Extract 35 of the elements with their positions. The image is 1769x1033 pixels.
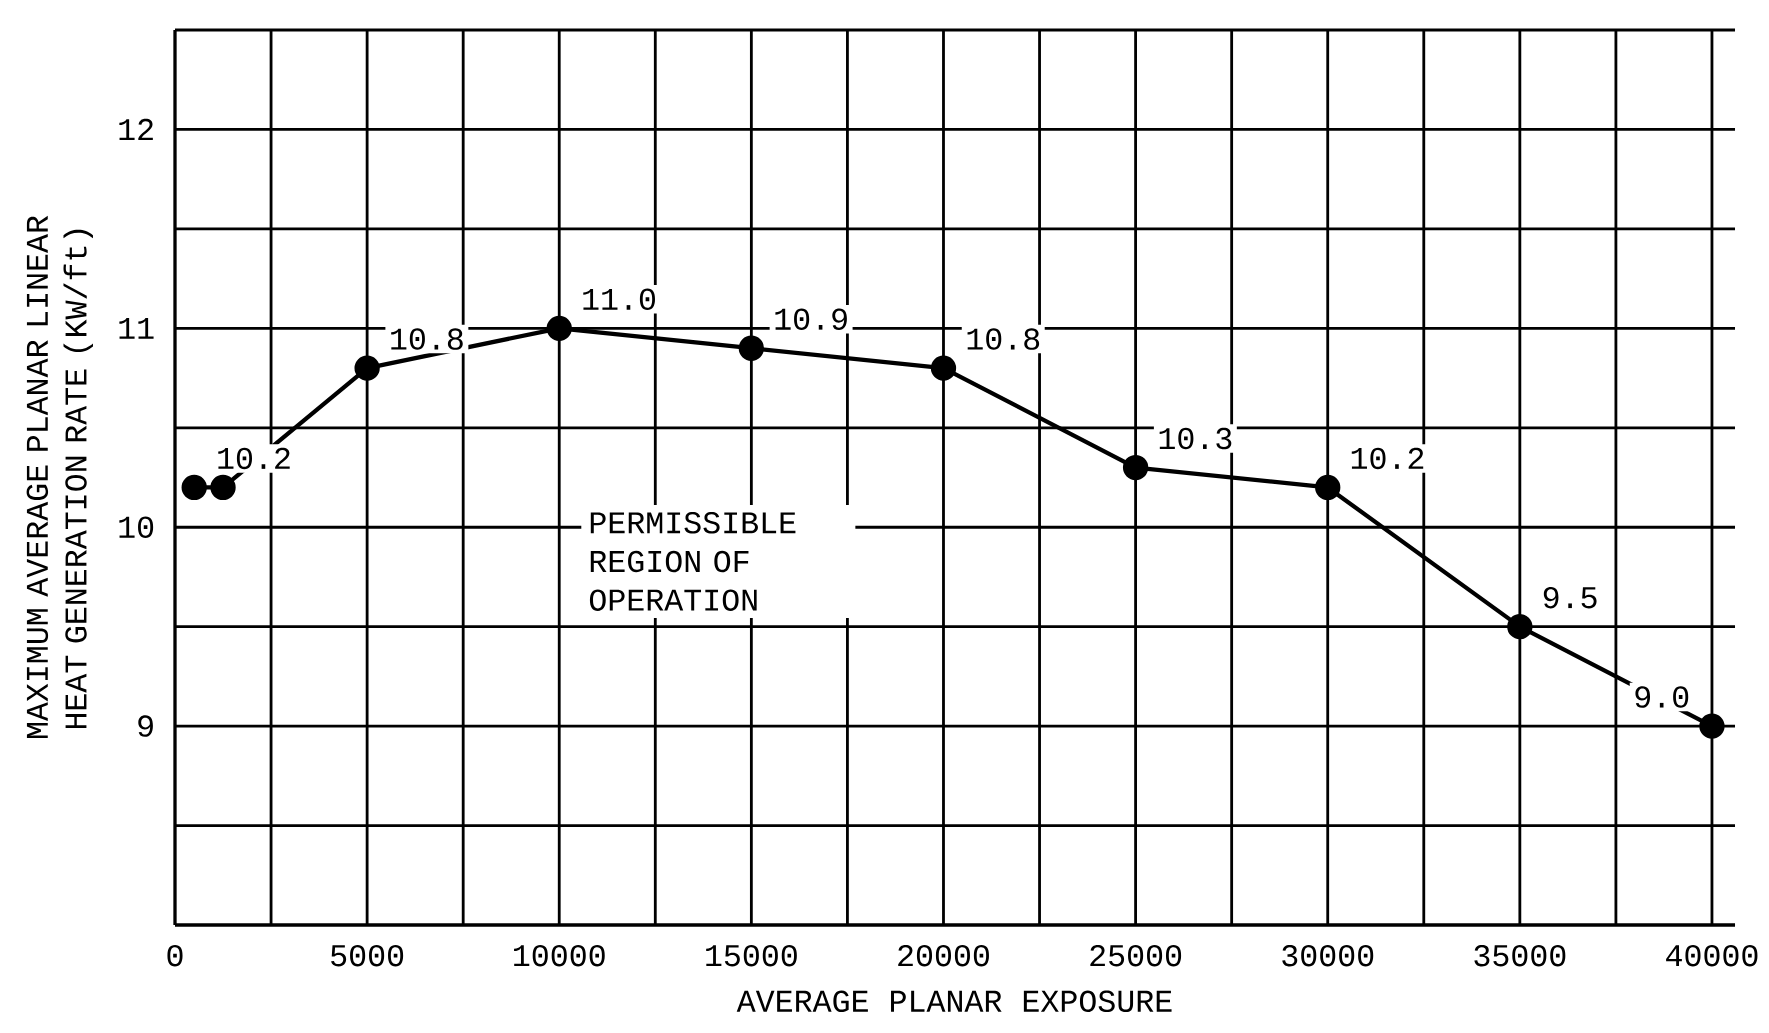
data-label: 9.5 [1543, 586, 1597, 609]
x-tick-label: 15000 [706, 944, 797, 967]
point [1699, 713, 1725, 739]
data-label: 10.2 [1351, 447, 1424, 470]
y-tick-label: 12 [119, 118, 153, 141]
x-tick-label: 30000 [1282, 944, 1374, 967]
point [1507, 614, 1533, 640]
x-axis-title: AVERAGE PLANAR EXPOSURE [736, 990, 1172, 1013]
data-label: 10.8 [967, 328, 1040, 350]
x-tick-label: 0 [167, 944, 183, 967]
x-tick-label: 25000 [1090, 944, 1182, 967]
x-tick-label: 40000 [1666, 944, 1758, 967]
point [354, 355, 380, 381]
y-axis-title: MAXIMUM AVERAGE PLANAR LINEAR HEAT GENERATION RATE (KW/ft) [26, 215, 93, 739]
point [1122, 454, 1149, 481]
y-tick-label: 10 [119, 516, 154, 538]
point [930, 355, 957, 381]
point [738, 335, 765, 361]
data-label: 9.0 [1635, 686, 1689, 708]
data-label: 11.0 [583, 288, 655, 311]
point [210, 474, 236, 501]
x-tick-label: 20000 [898, 944, 989, 967]
data-label: 10.9 [775, 308, 847, 330]
x-tick-label: 10000 [514, 944, 605, 967]
point [1315, 474, 1341, 501]
data-label: 10.3 [1159, 427, 1232, 450]
x-tick-label: 35000 [1474, 944, 1566, 967]
y-tick-label: 11 [119, 317, 154, 339]
annotation: PERMISSIBLE REGION OF OPERATION [589, 512, 796, 611]
point [546, 315, 572, 341]
data-label: 10.2 [218, 447, 290, 470]
y-tick-label: 9 [138, 715, 153, 737]
point [181, 474, 207, 501]
data-label: 10.8 [391, 328, 463, 350]
x-tick-label: 5000 [331, 944, 404, 967]
